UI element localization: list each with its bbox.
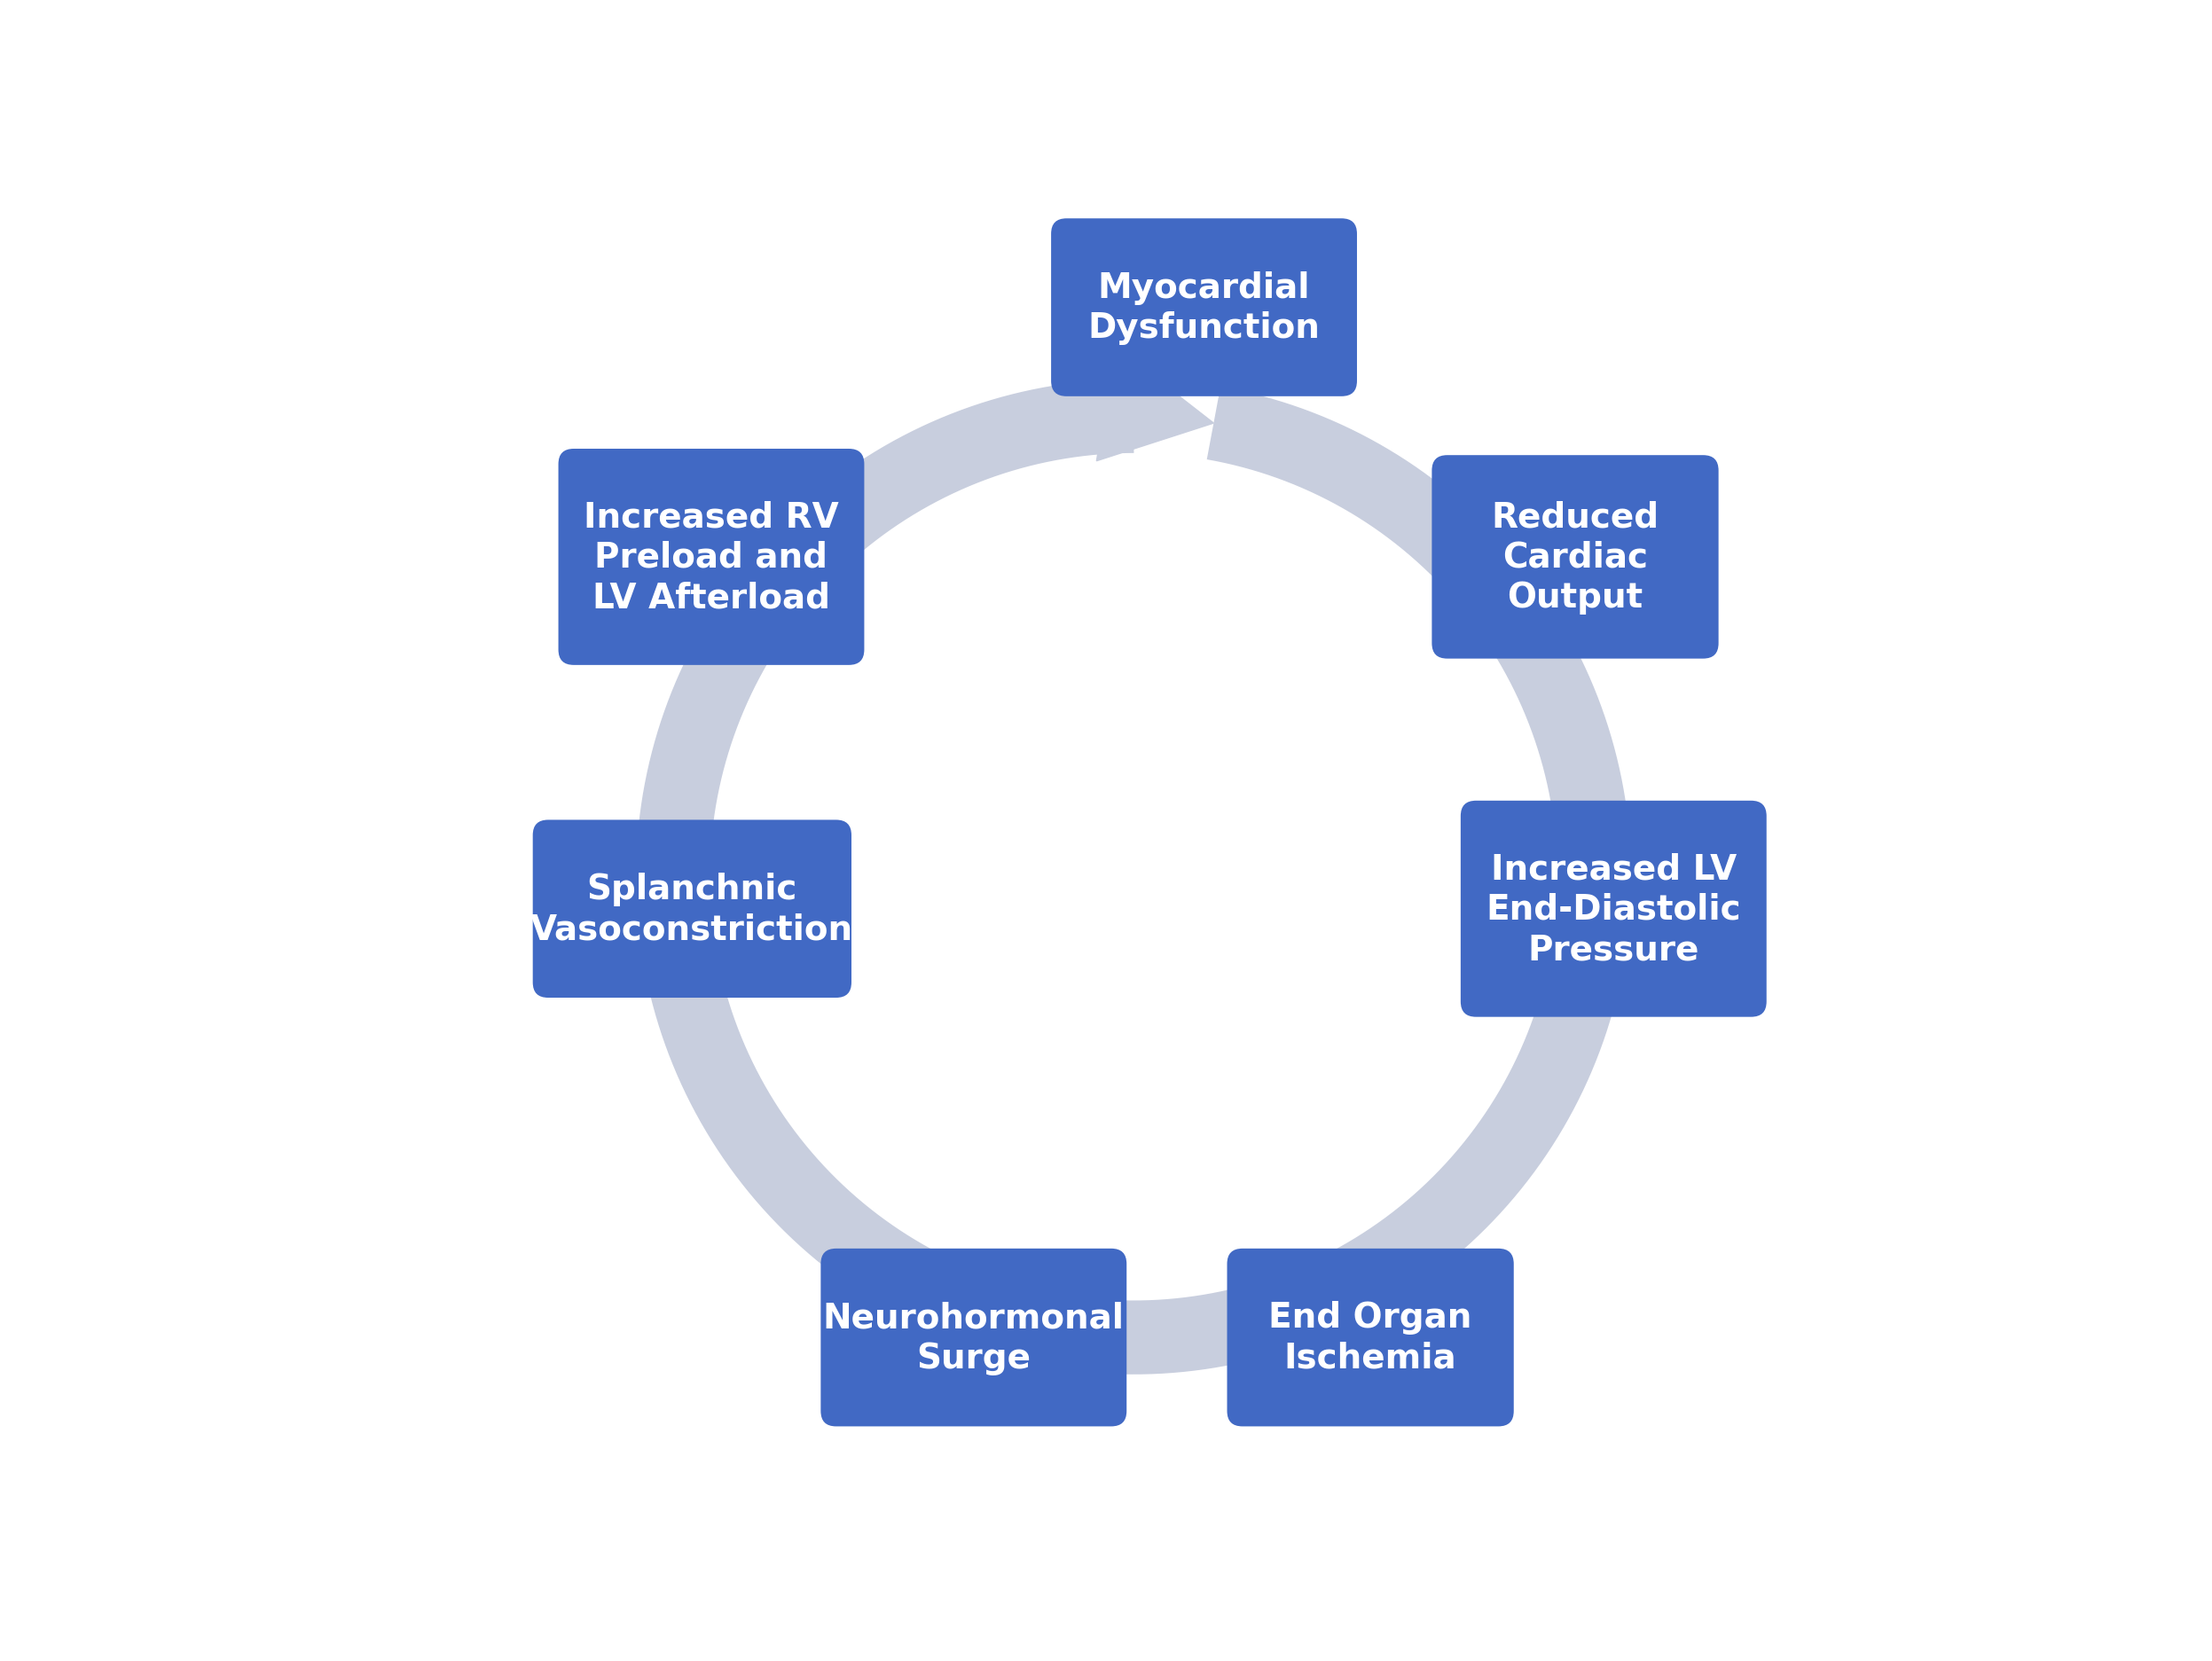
FancyBboxPatch shape <box>1431 455 1719 659</box>
Text: End Organ
Ischemia: End Organ Ischemia <box>1270 1301 1473 1375</box>
Text: Increased RV
Preload and
LV Afterload: Increased RV Preload and LV Afterload <box>584 500 838 615</box>
Text: Myocardial
Dysfunction: Myocardial Dysfunction <box>1088 271 1321 345</box>
FancyBboxPatch shape <box>1051 219 1356 397</box>
Polygon shape <box>1097 349 1214 462</box>
Text: Neurohormonal
Surge: Neurohormonal Surge <box>823 1301 1124 1375</box>
FancyBboxPatch shape <box>821 1249 1126 1427</box>
Text: Increased LV
End-Diastolic
Pressure: Increased LV End-Diastolic Pressure <box>1486 852 1741 967</box>
FancyBboxPatch shape <box>1460 801 1767 1017</box>
FancyBboxPatch shape <box>557 450 865 666</box>
FancyBboxPatch shape <box>1228 1249 1513 1427</box>
FancyBboxPatch shape <box>533 821 852 998</box>
Text: Reduced
Cardiac
Output: Reduced Cardiac Output <box>1491 500 1659 615</box>
Text: Splanchnic
Vasoconstriction: Splanchnic Vasoconstriction <box>531 872 854 947</box>
